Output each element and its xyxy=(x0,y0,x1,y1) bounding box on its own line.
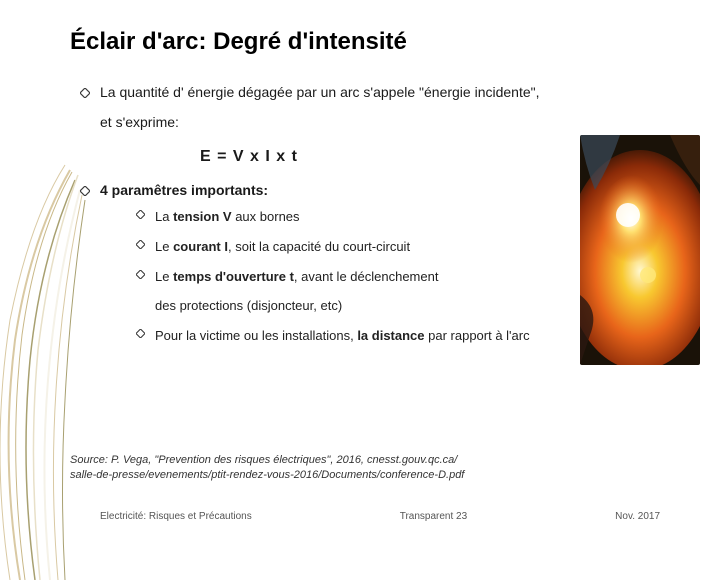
bullet-params-text: 4 paramêtres importants: xyxy=(100,182,268,198)
s1-bold: tension V xyxy=(173,209,232,224)
bullet-params: 4 paramêtres importants: xyxy=(70,182,660,198)
footer-center: Transparent 23 xyxy=(400,511,467,522)
s3-post: , avant le déclenchement xyxy=(294,269,439,284)
footer: Electricité: Risques et Précautions Tran… xyxy=(0,511,720,522)
source-citation: Source: P. Vega, "Prevention des risques… xyxy=(70,453,464,482)
s3-bold: temps d'ouverture t xyxy=(173,269,294,284)
bullet-energy-line1: La quantité d' énergie dégagée par un ar… xyxy=(100,84,540,100)
sub-courant: Le courant I, soit la capacité du court-… xyxy=(136,238,660,256)
source-line2: salle-de-presse/evenements/ptit-rendez-v… xyxy=(70,468,464,482)
s2-bold: courant I xyxy=(173,239,228,254)
diamond-icon xyxy=(136,240,145,249)
diamond-icon xyxy=(136,210,145,219)
diamond-icon xyxy=(136,329,145,338)
sub-distance: Pour la victime ou les installations, la… xyxy=(136,327,660,345)
s4-pre: Pour la victime ou les installations, xyxy=(155,328,357,343)
footer-left: Electricité: Risques et Précautions xyxy=(100,511,252,522)
bullet-energy: La quantité d' énergie dégagée par un ar… xyxy=(70,84,660,140)
footer-right: Nov. 2017 xyxy=(615,511,660,522)
bullet-energy-line2: et s'exprime: xyxy=(100,114,540,130)
s3-pre: Le xyxy=(155,269,173,284)
source-line1: Source: P. Vega, "Prevention des risques… xyxy=(70,454,457,466)
s4-post: par rapport à l'arc xyxy=(425,328,530,343)
diamond-icon xyxy=(80,88,90,98)
sub-tension: La tension V aux bornes xyxy=(136,208,660,226)
diamond-icon xyxy=(80,186,90,196)
s3-cont: des protections (disjoncteur, etc) xyxy=(155,297,438,315)
slide-title: Éclair d'arc: Degré d'intensité xyxy=(70,28,660,56)
s1-pre: La xyxy=(155,209,173,224)
diamond-icon xyxy=(136,270,145,279)
s4-bold: la distance xyxy=(357,328,424,343)
s1-post: aux bornes xyxy=(232,209,300,224)
sub-temps: Le temps d'ouverture t, avant le déclenc… xyxy=(136,268,660,314)
formula: E = V x I x t xyxy=(200,148,660,166)
s2-pre: Le xyxy=(155,239,173,254)
s2-post: , soit la capacité du court-circuit xyxy=(228,239,410,254)
